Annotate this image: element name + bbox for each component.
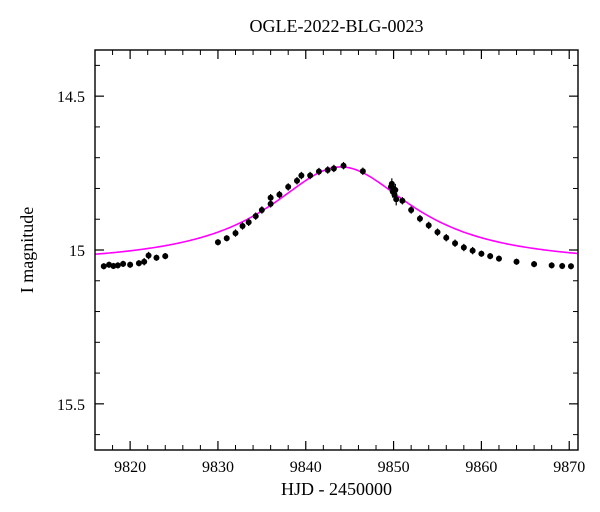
svg-text:9860: 9860 — [465, 459, 497, 476]
svg-text:9870: 9870 — [553, 459, 585, 476]
svg-text:9850: 9850 — [378, 459, 410, 476]
svg-text:15: 15 — [69, 243, 85, 260]
chart-svg: OGLE-2022-BLG-0023 HJD - 2450000 I magnitu… — [0, 0, 600, 512]
svg-text:15.5: 15.5 — [57, 397, 85, 414]
svg-text:9820: 9820 — [114, 459, 146, 476]
svg-text:I magnitude: I magnitude — [17, 207, 37, 293]
svg-text:OGLE-2022-BLG-0023: OGLE-2022-BLG-0023 — [250, 16, 424, 36]
svg-text:9840: 9840 — [290, 459, 322, 476]
svg-text:14.5: 14.5 — [57, 89, 85, 106]
svg-text:9830: 9830 — [202, 459, 234, 476]
lightcurve-chart: OGLE-2022-BLG-0023 HJD - 2450000 I magnitu… — [0, 0, 600, 512]
svg-text:HJD - 2450000: HJD - 2450000 — [281, 479, 392, 499]
